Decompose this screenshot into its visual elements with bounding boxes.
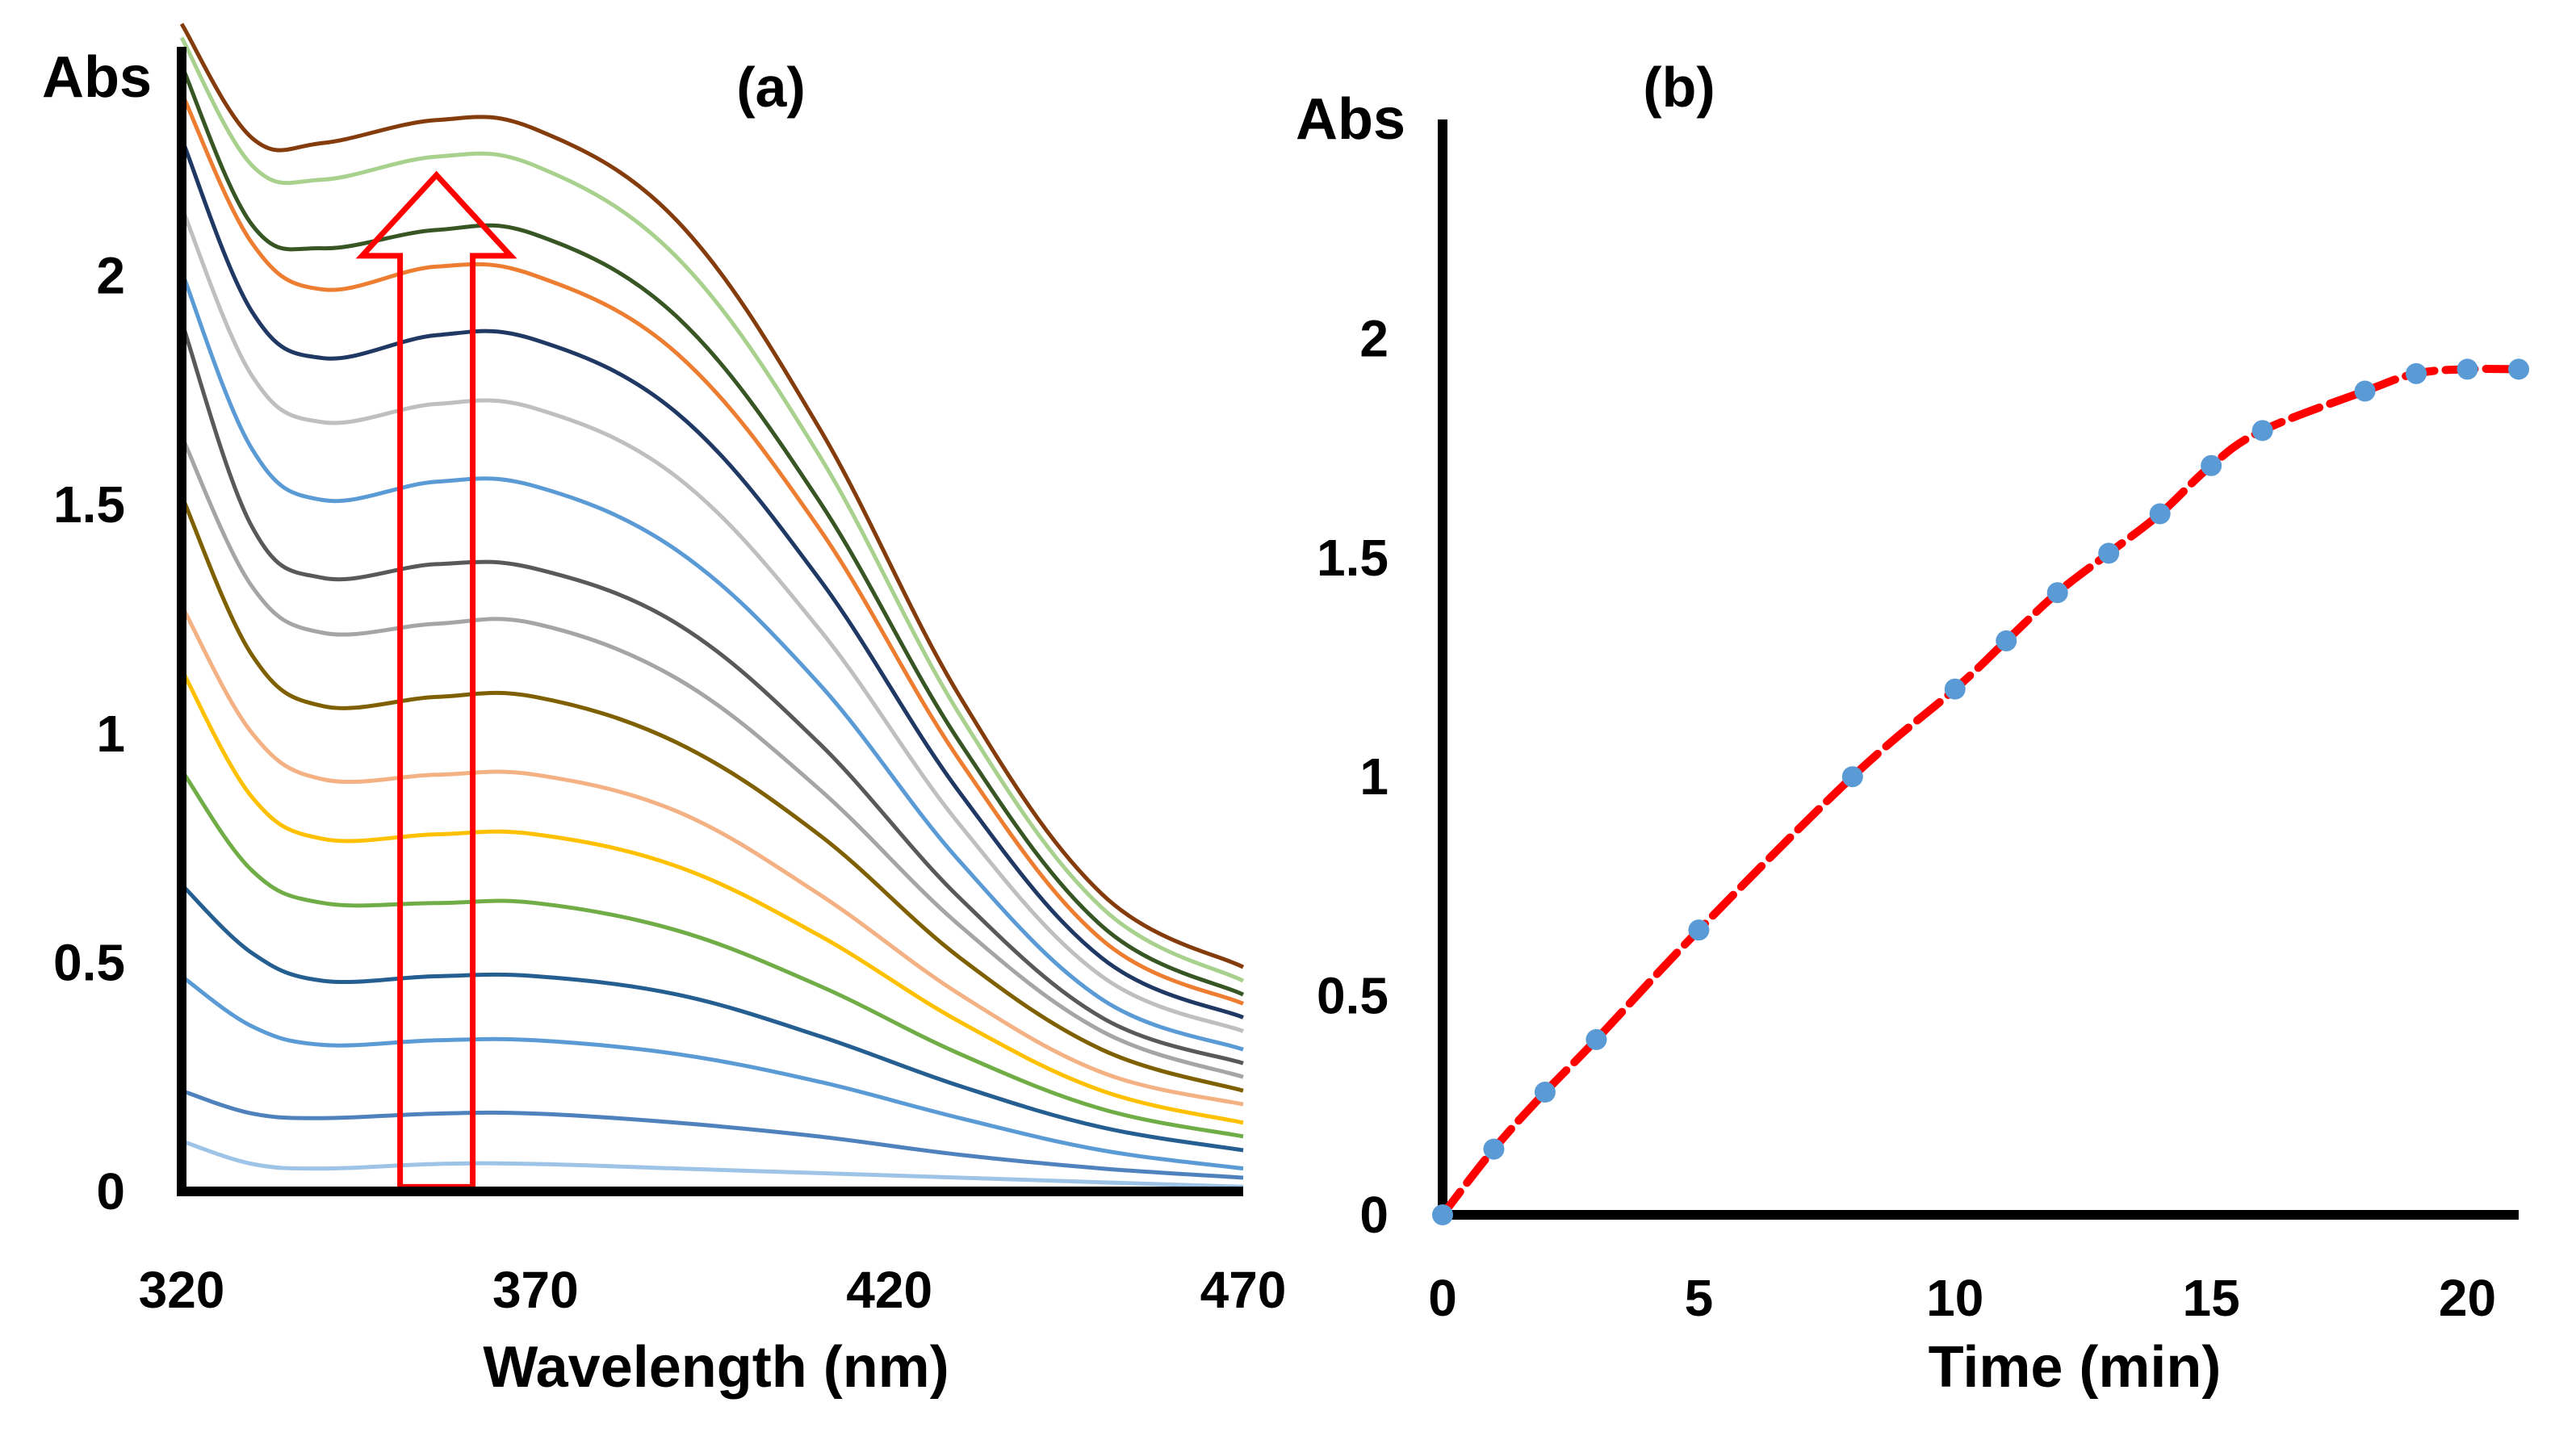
panel-a-series-7 xyxy=(179,604,1244,1107)
panel-a-series-4 xyxy=(180,883,1244,1153)
panel-a-series-6 xyxy=(179,668,1244,1125)
panel-b-point-3min xyxy=(1585,1028,1607,1050)
panel-b-x-tick-label: 15 xyxy=(2183,1269,2240,1327)
panel-b-point-18min xyxy=(2354,380,2376,402)
panel-b-title: (b) xyxy=(1643,56,1715,119)
panel-b-x-ticks: 0 5 10 15 20 xyxy=(1428,1269,2496,1327)
panel-a-x-tick-label: 370 xyxy=(492,1261,579,1319)
panel-b-point-0min xyxy=(1432,1204,1453,1225)
panel-a-series-14 xyxy=(179,91,1245,1006)
panel-b-trend-line xyxy=(1439,364,2523,1219)
panel-a-time-arrow xyxy=(355,170,517,1190)
panel-b-point-20min xyxy=(2457,358,2478,380)
panel-b-point-21min xyxy=(2508,358,2529,380)
panel-a-series-11 xyxy=(179,270,1244,1052)
panel-b-kinetics-chart: 0 0.5 1 1.5 2 0 5 10 15 20 (b) Abs Time (min) xyxy=(1296,56,2529,1400)
panel-b-point-19min xyxy=(2406,362,2427,384)
panel-a-x-tick-label: 320 xyxy=(139,1261,225,1319)
panel-a-series-16 xyxy=(179,36,1245,983)
panel-b-point-11min xyxy=(1996,630,2017,651)
panel-b-x-label: Time (min) xyxy=(1929,1335,2222,1400)
panel-a-x-label: Wavelength (nm) xyxy=(483,1335,949,1400)
panel-a-series-1 xyxy=(181,1139,1244,1189)
panel-b-point-2min xyxy=(1534,1082,1556,1103)
panel-a-y-tick-label: 1.5 xyxy=(53,475,125,534)
panel-a-series-3 xyxy=(180,974,1244,1171)
panel-a-y-tick-label: 2 xyxy=(96,247,125,305)
panel-b-y-tick-label: 2 xyxy=(1359,309,1389,367)
panel-a-series-12 xyxy=(179,206,1244,1033)
panel-b-y-tick-label: 0.5 xyxy=(1317,967,1389,1025)
panel-a-x-tick-label: 470 xyxy=(1200,1261,1287,1319)
panel-b-point-14min xyxy=(2149,503,2171,525)
panel-a-y-tick-label: 0 xyxy=(96,1162,125,1220)
panel-b-point-1min xyxy=(1483,1138,1505,1160)
panel-b-trend-group xyxy=(1439,364,2523,1219)
panel-a-series-15 xyxy=(179,64,1245,997)
panel-b-points-group xyxy=(1432,358,2529,1225)
panel-a-series-8 xyxy=(179,494,1244,1093)
panel-a-x-ticks: 320 370 420 470 xyxy=(139,1261,1287,1319)
panel-b-x-tick-label: 0 xyxy=(1428,1269,1457,1327)
panel-a-series-group xyxy=(179,23,1245,1189)
panel-b-point-13min xyxy=(2098,542,2120,564)
panel-b-x-tick-label: 5 xyxy=(1685,1269,1714,1327)
panel-a-x-tick-label: 420 xyxy=(846,1261,932,1319)
panel-b-y-tick-label: 1 xyxy=(1359,747,1389,806)
panel-a-series-13 xyxy=(179,137,1244,1019)
panel-b-x-tick-label: 20 xyxy=(2439,1269,2496,1327)
panel-a-title: (a) xyxy=(736,56,806,119)
panel-a-series-9 xyxy=(179,435,1244,1079)
panel-b-point-8min xyxy=(1841,766,1863,788)
panel-a-series-17 xyxy=(179,23,1245,969)
panel-a-y-tick-label: 1 xyxy=(96,705,125,763)
panel-b-y-tick-label: 1.5 xyxy=(1317,529,1389,587)
panel-a-series-10 xyxy=(179,320,1244,1065)
panel-a-spectra-chart: 0 0.5 1 1.5 2 320 370 420 470 (a) Abs Wavelengt… xyxy=(42,23,1287,1400)
panel-a-y-ticks: 0 0.5 1 1.5 2 xyxy=(53,247,125,1220)
panel-b-x-tick-label: 10 xyxy=(1926,1269,1983,1327)
panel-a-series-5 xyxy=(179,768,1244,1139)
panel-b-y-label: Abs xyxy=(1296,87,1405,152)
panel-b-y-ticks: 0 0.5 1 1.5 2 xyxy=(1317,309,1389,1244)
panel-b-point-15min xyxy=(2201,454,2222,476)
panel-a-y-label: Abs xyxy=(42,45,152,110)
panel-a-y-tick-label: 0.5 xyxy=(53,933,125,991)
panel-b-point-10min xyxy=(1944,678,1966,700)
panel-a-series-2 xyxy=(181,1088,1244,1180)
panel-b-point-5min xyxy=(1688,919,1710,941)
panel-b-point-12min xyxy=(2046,582,2068,604)
panel-a-arrow-shape xyxy=(355,170,517,1190)
panel-b-y-tick-label: 0 xyxy=(1359,1186,1389,1244)
panel-b-point-16min xyxy=(2251,420,2273,442)
